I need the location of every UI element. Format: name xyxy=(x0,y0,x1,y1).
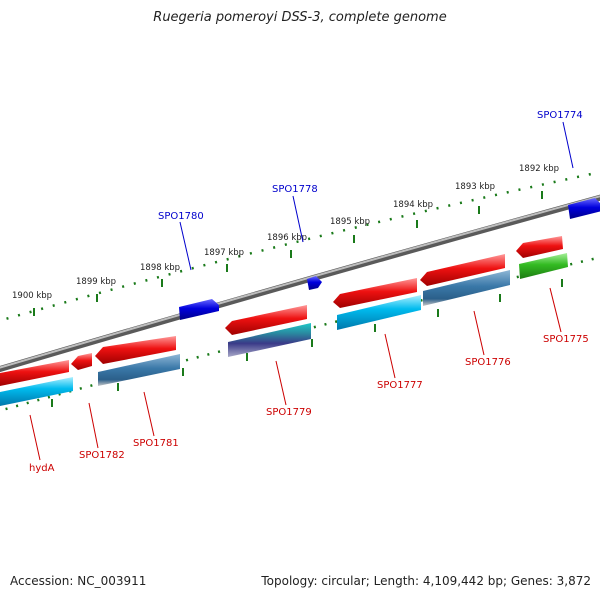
genome-backbone xyxy=(0,194,600,373)
gene-SPO1776-frame2[interactable] xyxy=(423,270,510,306)
gene-SPO1777-shape[interactable] xyxy=(333,278,417,308)
gene-SPO1777-frame2[interactable] xyxy=(337,295,421,330)
gene-label-SPO1774[interactable]: SPO1774 xyxy=(537,110,583,121)
label-leader-lines xyxy=(29,121,574,461)
kbp-label: 1897 kbp xyxy=(204,248,244,258)
kbp-label: 1895 kbp xyxy=(330,217,370,227)
gene-SPO1780-shape[interactable] xyxy=(179,299,219,320)
kbp-label: 1893 kbp xyxy=(455,182,495,192)
gene-SPO1779-frame2[interactable] xyxy=(228,323,311,357)
kbp-label: 1899 kbp xyxy=(76,277,116,287)
gene-SPO1775-shape[interactable] xyxy=(516,236,563,258)
genome-stats-text: Topology: circular; Length: 4,109,442 bp… xyxy=(261,574,591,588)
gene-label-SPO1776[interactable]: SPO1776 xyxy=(465,357,511,368)
gene-label-SPO1779[interactable]: SPO1779 xyxy=(266,407,312,418)
gene-label-SPO1777[interactable]: SPO1777 xyxy=(377,380,423,391)
leader-line xyxy=(549,287,562,333)
kbp-label: 1894 kbp xyxy=(393,200,433,210)
kbp-label: 1892 kbp xyxy=(519,164,559,174)
gene-label-SPO1775[interactable]: SPO1775 xyxy=(543,334,589,345)
kbp-label: 1898 kbp xyxy=(140,263,180,273)
gene-label-SPO1778[interactable]: SPO1778 xyxy=(272,184,318,195)
gene-SPO1776-shape[interactable] xyxy=(420,254,505,286)
gene-SPO1779-shape[interactable] xyxy=(225,305,307,335)
gene-SPO1781-shape[interactable] xyxy=(95,336,176,364)
gene-SPO1778-shape[interactable] xyxy=(307,276,322,290)
leader-line xyxy=(562,121,574,169)
gene-hydA-frame2[interactable] xyxy=(0,377,73,406)
gene-SPO1775-frame2[interactable] xyxy=(519,253,568,279)
leader-line xyxy=(473,310,485,356)
gene-label-SPO1782[interactable]: SPO1782 xyxy=(79,450,125,461)
kbp-label: 1900 kbp xyxy=(12,291,52,301)
gene-label-hydA[interactable]: hydA xyxy=(29,463,55,474)
gene-label-SPO1781[interactable]: SPO1781 xyxy=(133,438,179,449)
leader-line xyxy=(88,402,99,449)
map-title: Ruegeria pomeroyi DSS-3, complete genome xyxy=(153,10,447,25)
lower-tick-marks xyxy=(51,279,563,407)
kbp-label: 1896 kbp xyxy=(267,233,307,243)
gene-SPO1781-frame2[interactable] xyxy=(98,354,180,386)
kbp-tick-marks xyxy=(33,191,543,316)
gene-label-SPO1780[interactable]: SPO1780 xyxy=(158,211,204,222)
gene-hydA-shape[interactable] xyxy=(0,360,69,386)
gene-SPO1774-shape[interactable] xyxy=(568,198,600,219)
kbp-labels: 1900 kbp 1899 kbp 1898 kbp 1897 kbp 1896… xyxy=(12,164,559,301)
gene-labels: hydA SPO1782 SPO1781 SPO1780 SPO1779 SPO… xyxy=(29,110,589,474)
leader-line xyxy=(275,360,287,406)
leader-line xyxy=(143,391,155,437)
leader-line xyxy=(292,195,304,243)
accession-text: Accession: NC_003911 xyxy=(10,574,147,588)
leader-line xyxy=(179,221,192,271)
leader-line xyxy=(29,414,41,461)
gene-SPO1782-shape[interactable] xyxy=(71,353,92,370)
leader-line xyxy=(384,333,396,379)
